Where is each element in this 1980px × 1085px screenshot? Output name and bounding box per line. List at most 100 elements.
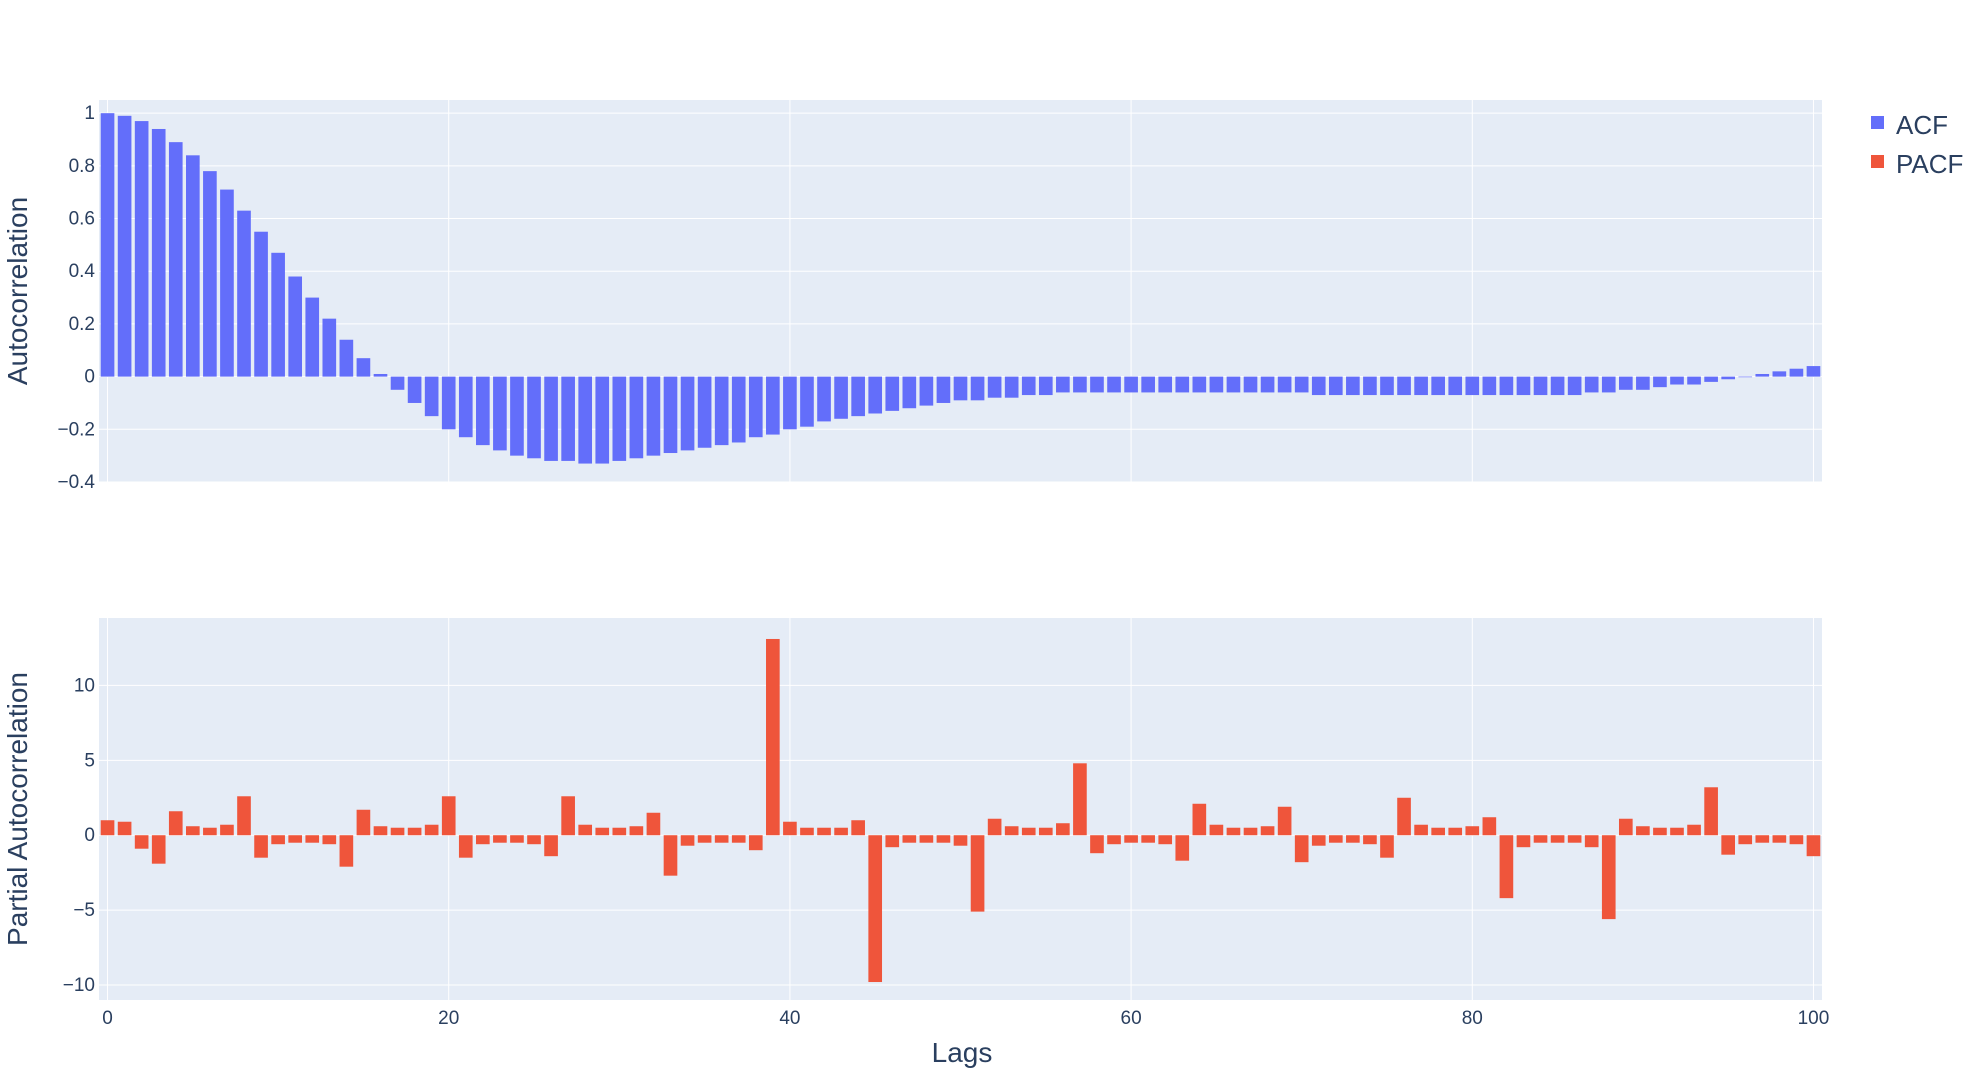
acf-bar-lag-97[interactable] bbox=[1755, 373, 1770, 377]
acf-bar-lag-90[interactable] bbox=[1636, 376, 1650, 390]
pacf-bar-lag-75[interactable] bbox=[1380, 835, 1394, 858]
acf-bar-lag-79[interactable] bbox=[1448, 376, 1463, 396]
acf-bar-lag-72[interactable] bbox=[1328, 376, 1343, 396]
pacf-bar-lag-22[interactable] bbox=[476, 835, 490, 845]
pacf-bar-lag-73[interactable] bbox=[1346, 835, 1360, 843]
pacf-bar-lag-69[interactable] bbox=[1277, 806, 1292, 836]
legend-item-pacf[interactable]: PACF bbox=[1871, 149, 1963, 179]
acf-bar-lag-71[interactable] bbox=[1311, 376, 1326, 396]
acf-bar-lag-29[interactable] bbox=[595, 376, 610, 464]
pacf-bar-lag-86[interactable] bbox=[1567, 835, 1582, 843]
acf-bar-lag-93[interactable] bbox=[1687, 376, 1701, 385]
acf-bar-lag-1[interactable] bbox=[117, 115, 132, 377]
acf-bar-lag-23[interactable] bbox=[493, 376, 507, 451]
acf-bar-lag-76[interactable] bbox=[1397, 376, 1411, 396]
acf-bar-lag-74[interactable] bbox=[1363, 376, 1377, 396]
acf-bar-lag-8[interactable] bbox=[237, 210, 251, 377]
pacf-bar-lag-94[interactable] bbox=[1704, 787, 1718, 836]
pacf-bar-lag-99[interactable] bbox=[1789, 835, 1804, 845]
pacf-bar-lag-49[interactable] bbox=[936, 835, 951, 843]
acf-bar-lag-38[interactable] bbox=[748, 376, 763, 438]
acf-bar-lag-50[interactable] bbox=[953, 376, 968, 401]
acf-bar-lag-25[interactable] bbox=[527, 376, 541, 459]
acf-bar-lag-22[interactable] bbox=[476, 376, 490, 446]
acf-bar-lag-57[interactable] bbox=[1073, 376, 1087, 393]
acf-bar-lag-52[interactable] bbox=[987, 376, 1002, 398]
acf-bar-lag-49[interactable] bbox=[936, 376, 951, 403]
pacf-bar-lag-1[interactable] bbox=[117, 821, 132, 836]
acf-bar-lag-27[interactable] bbox=[561, 376, 575, 461]
acf-bar-lag-20[interactable] bbox=[441, 376, 456, 430]
acf-bar-lag-62[interactable] bbox=[1158, 376, 1173, 393]
acf-bar-lag-70[interactable] bbox=[1294, 376, 1309, 393]
acf-bar-lag-84[interactable] bbox=[1533, 376, 1548, 396]
pacf-bar-lag-39[interactable] bbox=[766, 638, 780, 836]
pacf-bar-lag-13[interactable] bbox=[322, 835, 337, 845]
pacf-bar-lag-57[interactable] bbox=[1073, 763, 1087, 836]
acf-bar-lag-24[interactable] bbox=[510, 376, 524, 456]
pacf-bar-lag-98[interactable] bbox=[1772, 835, 1787, 843]
pacf-bar-lag-6[interactable] bbox=[203, 827, 217, 836]
acf-bar-lag-37[interactable] bbox=[731, 376, 746, 443]
acf-bar-lag-55[interactable] bbox=[1038, 376, 1053, 396]
acf-bar-lag-12[interactable] bbox=[305, 297, 320, 377]
pacf-bar-lag-70[interactable] bbox=[1294, 835, 1309, 863]
pacf-bar-lag-48[interactable] bbox=[919, 835, 934, 843]
pacf-bar-lag-21[interactable] bbox=[458, 835, 473, 858]
pacf-bar-lag-4[interactable] bbox=[168, 811, 183, 836]
pacf-bar-lag-71[interactable] bbox=[1311, 835, 1326, 846]
acf-bar-lag-10[interactable] bbox=[271, 252, 285, 377]
acf-bar-lag-36[interactable] bbox=[714, 376, 729, 446]
acf-bar-lag-77[interactable] bbox=[1414, 376, 1428, 396]
pacf-bar-lag-2[interactable] bbox=[134, 835, 149, 849]
pacf-bar-lag-46[interactable] bbox=[885, 835, 900, 848]
pacf-bar-lag-28[interactable] bbox=[578, 824, 593, 836]
pacf-bar-lag-89[interactable] bbox=[1618, 818, 1633, 836]
pacf-bar-lag-74[interactable] bbox=[1363, 835, 1377, 845]
pacf-bar-lag-40[interactable] bbox=[783, 821, 797, 836]
acf-bar-lag-81[interactable] bbox=[1482, 376, 1497, 396]
pacf-bar-lag-92[interactable] bbox=[1670, 827, 1684, 836]
pacf-bar-lag-50[interactable] bbox=[953, 835, 968, 846]
acf-bar-lag-47[interactable] bbox=[902, 376, 917, 409]
pacf-bar-lag-8[interactable] bbox=[237, 796, 251, 836]
pacf-bar-lag-51[interactable] bbox=[970, 835, 985, 912]
pacf-bar-lag-77[interactable] bbox=[1414, 824, 1428, 836]
pacf-bar-lag-80[interactable] bbox=[1465, 826, 1480, 836]
pacf-bar-lag-14[interactable] bbox=[339, 835, 354, 867]
pacf-bar-lag-16[interactable] bbox=[373, 826, 388, 836]
acf-bar-lag-67[interactable] bbox=[1243, 376, 1258, 393]
pacf-bar-lag-44[interactable] bbox=[851, 820, 865, 836]
pacf-bar-lag-68[interactable] bbox=[1260, 826, 1275, 836]
acf-bar-lag-83[interactable] bbox=[1516, 376, 1531, 396]
acf-bar-lag-9[interactable] bbox=[254, 231, 268, 377]
pacf-bar-lag-3[interactable] bbox=[151, 835, 166, 864]
pacf-bar-lag-91[interactable] bbox=[1653, 827, 1667, 836]
pacf-bar-lag-58[interactable] bbox=[1090, 835, 1104, 854]
pacf-bar-lag-62[interactable] bbox=[1158, 835, 1173, 845]
acf-bar-lag-69[interactable] bbox=[1277, 376, 1292, 393]
pacf-bar-lag-85[interactable] bbox=[1550, 835, 1565, 843]
acf-bar-lag-85[interactable] bbox=[1550, 376, 1565, 396]
pacf-bar-lag-79[interactable] bbox=[1448, 827, 1463, 836]
legend[interactable]: ACF PACF bbox=[1871, 110, 1963, 179]
acf-bar-lag-48[interactable] bbox=[919, 376, 934, 406]
pacf-bar-lag-41[interactable] bbox=[800, 827, 814, 836]
acf-bar-lag-15[interactable] bbox=[356, 358, 371, 377]
acf-bar-lag-30[interactable] bbox=[612, 376, 627, 461]
pacf-bar-lag-54[interactable] bbox=[1021, 827, 1036, 836]
acf-bar-lag-4[interactable] bbox=[168, 142, 183, 377]
acf-bar-lag-11[interactable] bbox=[288, 276, 303, 377]
acf-bar-lag-82[interactable] bbox=[1499, 376, 1514, 396]
pacf-bar-lag-34[interactable] bbox=[680, 835, 695, 846]
pacf-bar-lag-31[interactable] bbox=[629, 826, 644, 836]
acf-bar-lag-42[interactable] bbox=[817, 376, 831, 422]
acf-bar-lag-64[interactable] bbox=[1192, 376, 1207, 393]
acf-bar-lag-17[interactable] bbox=[390, 376, 405, 390]
pacf-bar-lag-63[interactable] bbox=[1175, 835, 1190, 861]
pacf-bar-lag-42[interactable] bbox=[817, 827, 831, 836]
pacf-bar-lag-53[interactable] bbox=[1004, 826, 1019, 836]
pacf-bar-lag-24[interactable] bbox=[510, 835, 524, 843]
acf-bar-lag-98[interactable] bbox=[1772, 371, 1787, 377]
acf-bar-lag-92[interactable] bbox=[1670, 376, 1684, 385]
